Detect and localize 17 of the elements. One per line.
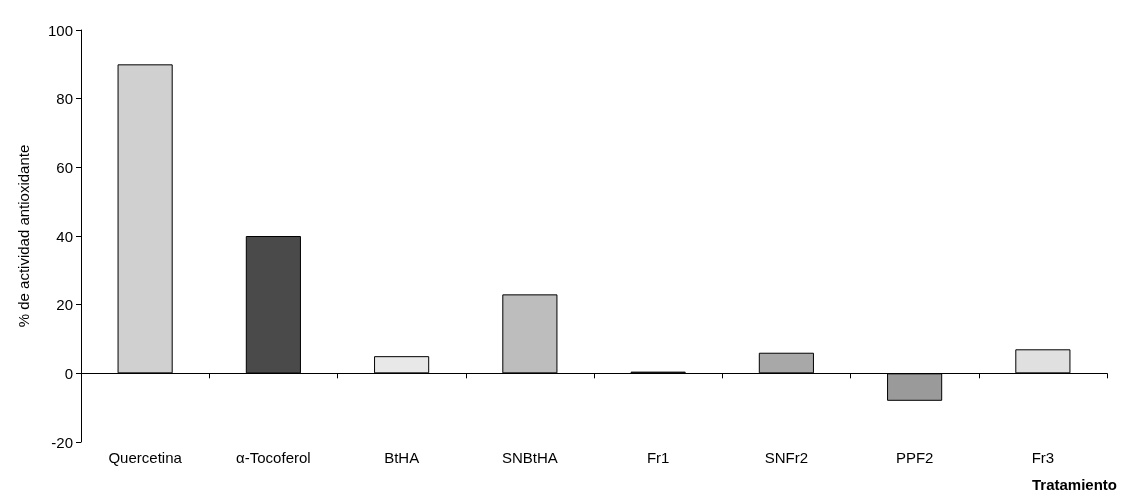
y-axis-title: % de actividad antioxidante (15, 144, 32, 328)
x-tick-label: Quercetina (108, 449, 183, 466)
x-tick-label: PPF2 (895, 449, 934, 466)
x-axis-title: Tratamiento (1031, 476, 1118, 493)
x-tick-label: BtHA (384, 449, 420, 466)
y-tick-label: 20 (56, 296, 73, 314)
y-tick-label: -20 (51, 433, 73, 451)
y-tick-label: 40 (56, 227, 73, 245)
x-tick-label: α-Tocoferol (236, 449, 311, 466)
x-tick-label: SNFr2 (764, 449, 809, 466)
y-tick-label: 100 (47, 21, 73, 39)
x-tick-label: Fr1 (646, 449, 670, 466)
x-tick-label: Fr3 (1031, 449, 1055, 466)
y-tick-label: 80 (56, 90, 73, 108)
y-tick-label: 60 (56, 158, 73, 176)
x-tick-label: SNBtHA (501, 449, 558, 466)
y-tick-label: 0 (64, 364, 73, 382)
